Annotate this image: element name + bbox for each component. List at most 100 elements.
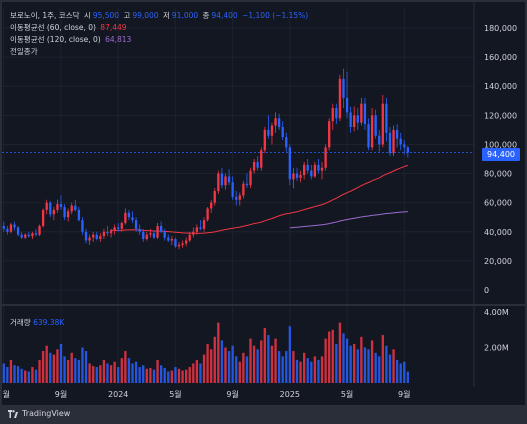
candle-body <box>181 243 184 245</box>
candle-body <box>49 202 52 215</box>
ma60-legend[interactable]: 이동평균선 (60, close, 0) 87,449 <box>10 23 129 33</box>
candle-body <box>45 202 48 210</box>
volume-bar <box>16 366 20 383</box>
candle-body <box>134 220 138 229</box>
candle-body <box>399 138 402 145</box>
volume-bar <box>45 345 48 383</box>
volume-bar <box>378 356 381 383</box>
candle-body <box>102 231 106 237</box>
ma120-line <box>289 211 408 229</box>
volume-legend[interactable]: 거래량 639.38K <box>10 317 64 328</box>
candle-body <box>109 230 113 234</box>
candle-body <box>145 234 148 240</box>
prev-close-legend[interactable]: 전일종가 <box>10 47 40 57</box>
volume-bar <box>102 359 106 383</box>
price-tick-label: 160,000 <box>484 53 517 62</box>
volume-bar <box>353 343 356 383</box>
candle-body <box>310 170 313 177</box>
volume-bar <box>174 367 177 383</box>
candle-body <box>313 164 317 177</box>
chart-svg[interactable]: 180,000 160,000 140,000 120,000 100,000 80,00… <box>2 2 525 405</box>
volume-bar <box>345 338 349 383</box>
volume-bar <box>306 358 309 383</box>
brand-name: TradingView <box>22 409 71 418</box>
volume-bar <box>138 367 141 383</box>
volume-bar <box>335 343 338 383</box>
volume-bar <box>13 365 16 383</box>
candle-body <box>342 78 345 98</box>
candle-body <box>252 161 256 171</box>
volume-bar <box>299 361 302 383</box>
price-tick-label: 140,000 <box>484 82 517 91</box>
candle-body <box>74 205 77 210</box>
volume-bar <box>242 352 245 383</box>
candle-body <box>152 233 156 238</box>
volume-bar <box>281 356 284 383</box>
candle-body <box>106 231 109 234</box>
volume-bar <box>38 359 41 383</box>
volume-bar <box>92 366 95 383</box>
volume-bar <box>192 363 195 383</box>
candle-body <box>356 115 359 123</box>
volume-bar <box>231 345 234 383</box>
volume-bar <box>260 340 263 383</box>
candle-body <box>395 129 399 139</box>
volume-bar <box>63 356 66 383</box>
candle-body <box>378 135 381 145</box>
candle-body <box>92 234 95 238</box>
volume-bar <box>109 365 113 383</box>
volume-bar <box>338 322 342 383</box>
volume-bar <box>95 367 98 383</box>
volume-bar <box>70 352 73 383</box>
volume-bar <box>9 359 13 383</box>
candle-body <box>328 121 331 148</box>
volume-bar <box>249 338 252 383</box>
volume-bar <box>395 359 399 383</box>
volume-bar <box>49 352 52 383</box>
candle-body <box>353 115 356 127</box>
candle-body <box>224 176 227 186</box>
candle-body <box>59 204 63 208</box>
candle-body <box>81 220 84 232</box>
tradingview-icon <box>8 409 18 418</box>
candle-body <box>345 97 349 113</box>
volume-bar <box>267 335 270 383</box>
volume-bar <box>295 359 299 383</box>
volume-bar <box>88 363 91 383</box>
volume-bar <box>256 349 259 383</box>
volume-bar <box>285 351 288 383</box>
time-tick-label: 9월 <box>398 389 410 399</box>
volume-bar <box>227 351 231 383</box>
volume-bar <box>328 331 331 383</box>
volume-bar <box>59 343 63 383</box>
candle-body <box>403 144 406 148</box>
candle-body <box>213 191 216 203</box>
candle-body <box>210 202 213 209</box>
volume-bar <box>363 347 367 383</box>
volume-bar <box>167 371 170 383</box>
volume-bar <box>181 370 184 383</box>
volume-bar <box>170 370 174 383</box>
candle-body <box>256 161 259 168</box>
volume-bar <box>399 363 402 383</box>
volume-bar <box>381 335 384 383</box>
close-value: 94,400 <box>211 11 238 20</box>
volume-bar <box>310 361 313 383</box>
ma120-label: 이동평균선 (120, close, 0) <box>10 35 101 44</box>
candle-body <box>174 239 177 247</box>
tradingview-logo[interactable]: TradingView <box>8 409 70 418</box>
candle-body <box>281 126 284 138</box>
candle-body <box>188 234 191 241</box>
chart-pane[interactable]: 180,000 160,000 140,000 120,000 100,000 80,00… <box>2 2 525 405</box>
volume-bar <box>313 356 317 383</box>
ma120-legend[interactable]: 이동평균선 (120, close, 0) 64,813 <box>10 35 133 45</box>
candle-body <box>227 176 231 183</box>
volume-bar <box>188 367 191 383</box>
candle-body <box>159 225 163 232</box>
high-label: 고 <box>123 11 131 20</box>
volume-bar <box>288 326 292 383</box>
volume-bar <box>2 363 5 383</box>
volume-bar <box>277 351 281 383</box>
volume-bar <box>131 363 134 383</box>
